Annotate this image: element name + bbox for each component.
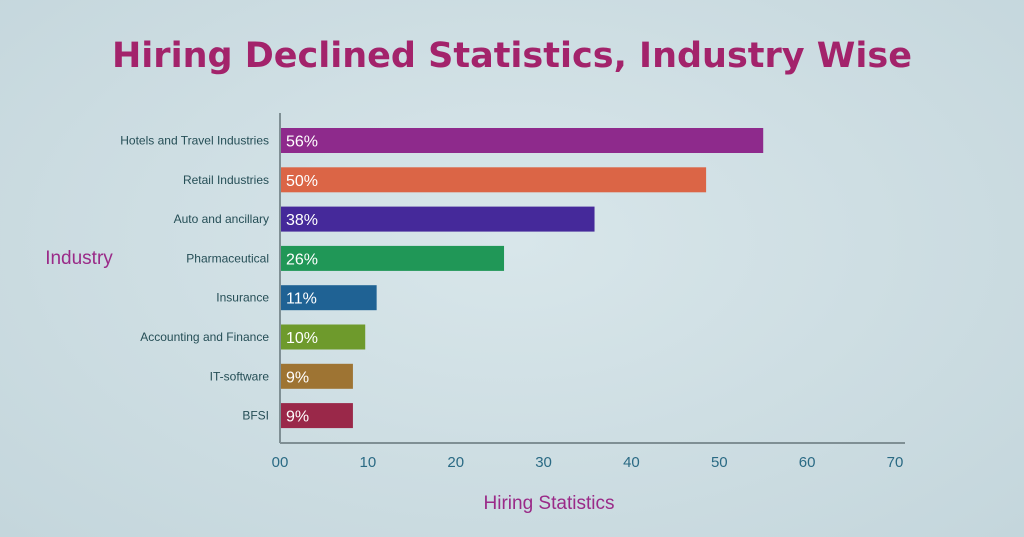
bar	[280, 206, 595, 232]
bar-data-label: 11%	[286, 291, 317, 308]
bars: 56% 50% 38% 26% 11% 10% 9% 9%	[280, 128, 764, 429]
bar-data-label: 38%	[286, 212, 318, 229]
category-labels: Hotels and Travel Industries Retail Indus…	[120, 134, 269, 423]
bar	[280, 128, 764, 153]
x-tick-label: 30	[535, 454, 552, 471]
bar	[280, 245, 505, 271]
bar-data-label: 50%	[286, 173, 318, 190]
category-label: BFSI	[242, 409, 269, 423]
category-label: Retail Industries	[183, 173, 269, 187]
chart-title: Hiring Declined Statistics, Industry Wis…	[112, 36, 912, 76]
bar-data-label: 9%	[286, 369, 309, 386]
x-axis-label: Hiring Statistics	[484, 493, 615, 514]
category-label: Pharmaceutical	[186, 251, 269, 265]
x-tick-label: 00	[272, 454, 289, 471]
x-tick-label: 20	[447, 454, 464, 471]
bar-data-label: 9%	[286, 409, 309, 426]
bar	[280, 324, 366, 350]
bar	[280, 403, 353, 429]
x-tick-label: 50	[711, 454, 728, 471]
x-tick-label: 40	[623, 454, 640, 471]
category-label: Auto and ancillary	[174, 212, 269, 226]
x-tick-label: 60	[799, 454, 816, 471]
y-axis-label: Industry	[45, 248, 113, 269]
x-tick-label: 10	[360, 454, 377, 471]
bar-data-label: 56%	[286, 134, 318, 151]
bar-data-label: 10%	[286, 330, 318, 347]
bar-data-label: 26%	[286, 251, 318, 268]
x-axis-ticks: 00 10 20 30 40 50 60 70	[272, 454, 904, 471]
bar	[280, 363, 353, 389]
category-label: Accounting and Finance	[140, 330, 269, 344]
category-label: IT-software	[210, 369, 270, 383]
bar	[280, 285, 377, 311]
category-label: Insurance	[216, 291, 269, 305]
bar	[280, 167, 707, 193]
category-label: Hotels and Travel Industries	[120, 134, 269, 148]
x-tick-label: 70	[887, 454, 904, 471]
